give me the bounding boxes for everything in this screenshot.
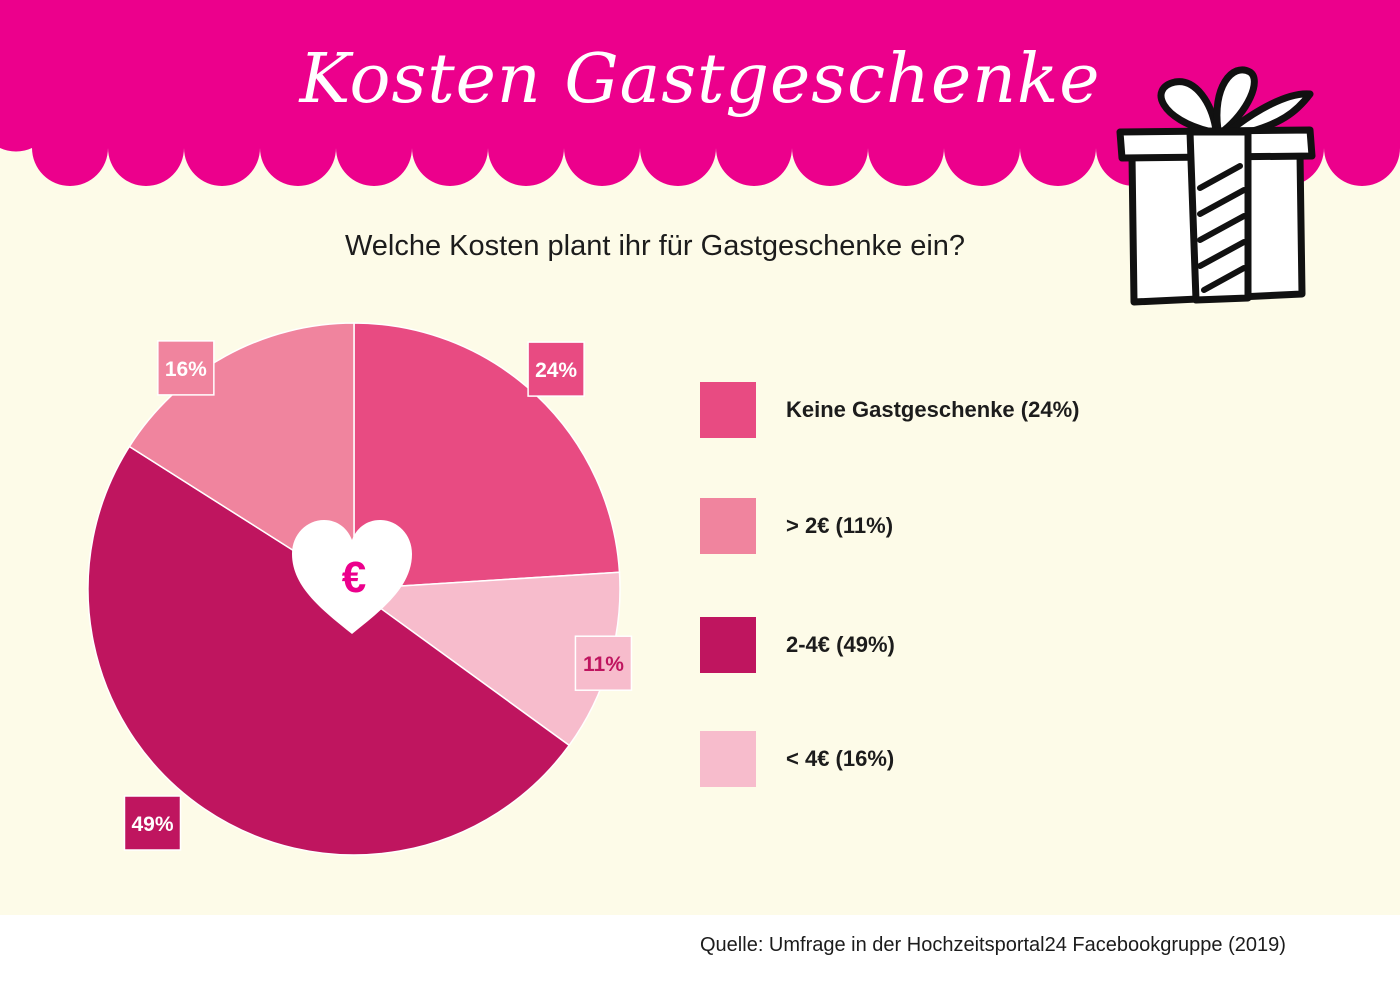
legend-label-keine: Keine Gastgeschenke (24%): [786, 397, 1080, 422]
pie-slice-3: [87, 445, 571, 856]
legend-label-2-4: 2-4€ (49%): [786, 632, 895, 657]
gift-bow-loop-left-icon: [1157, 78, 1220, 136]
legend-swatch-keine: [700, 382, 756, 438]
legend-label-over-2: > 2€ (11%): [786, 513, 894, 538]
euro-heart-icon: €: [292, 520, 412, 634]
page-title: Kosten Gastgeschenke: [299, 40, 1101, 119]
pie-value-label-2: 11%: [583, 653, 624, 676]
legend-swatch-under-4: [700, 731, 756, 787]
euro-symbol: €: [342, 553, 366, 602]
gift-ribbon: [1186, 128, 1252, 304]
legend-item-under-4: < 4€ (16%): [700, 731, 1300, 787]
pie-value-labels: 24% 11% 49% 16%: [123, 340, 633, 851]
pie-label-box-3: [123, 795, 182, 851]
source-note: Quelle: Umfrage in der Hochzeitsportal24…: [700, 934, 1286, 956]
legend-item-2-4: 2-4€ (49%): [700, 617, 1300, 673]
scalloped-banner: [0, 0, 1400, 186]
legend-swatch-2-4: [700, 617, 756, 673]
pie-chart: [87, 322, 621, 856]
legend-label-under-4: < 4€ (16%): [786, 746, 895, 771]
gift-box-icon: [1116, 66, 1316, 306]
gift-ribbon-stripes: [1197, 163, 1247, 293]
chart-subtitle: Welche Kosten plant ihr für Gastgeschenk…: [344, 230, 966, 262]
heart-shape: [292, 520, 412, 634]
gift-bow-loop-top-icon: [1213, 66, 1258, 136]
legend-item-over-2: > 2€ (11%): [700, 498, 1300, 554]
pie-label-box-4: [157, 340, 215, 396]
pie-value-label-3: 49%: [131, 813, 173, 836]
pie-value-label-1: 24%: [535, 359, 577, 382]
pie-label-box-2: [574, 635, 633, 691]
pie-value-label-4: 16%: [165, 358, 207, 381]
legend-swatch-over-2: [700, 498, 756, 554]
pie-label-box-1: [527, 341, 585, 397]
legend-item-keine: Keine Gastgeschenke (24%): [700, 382, 1300, 438]
